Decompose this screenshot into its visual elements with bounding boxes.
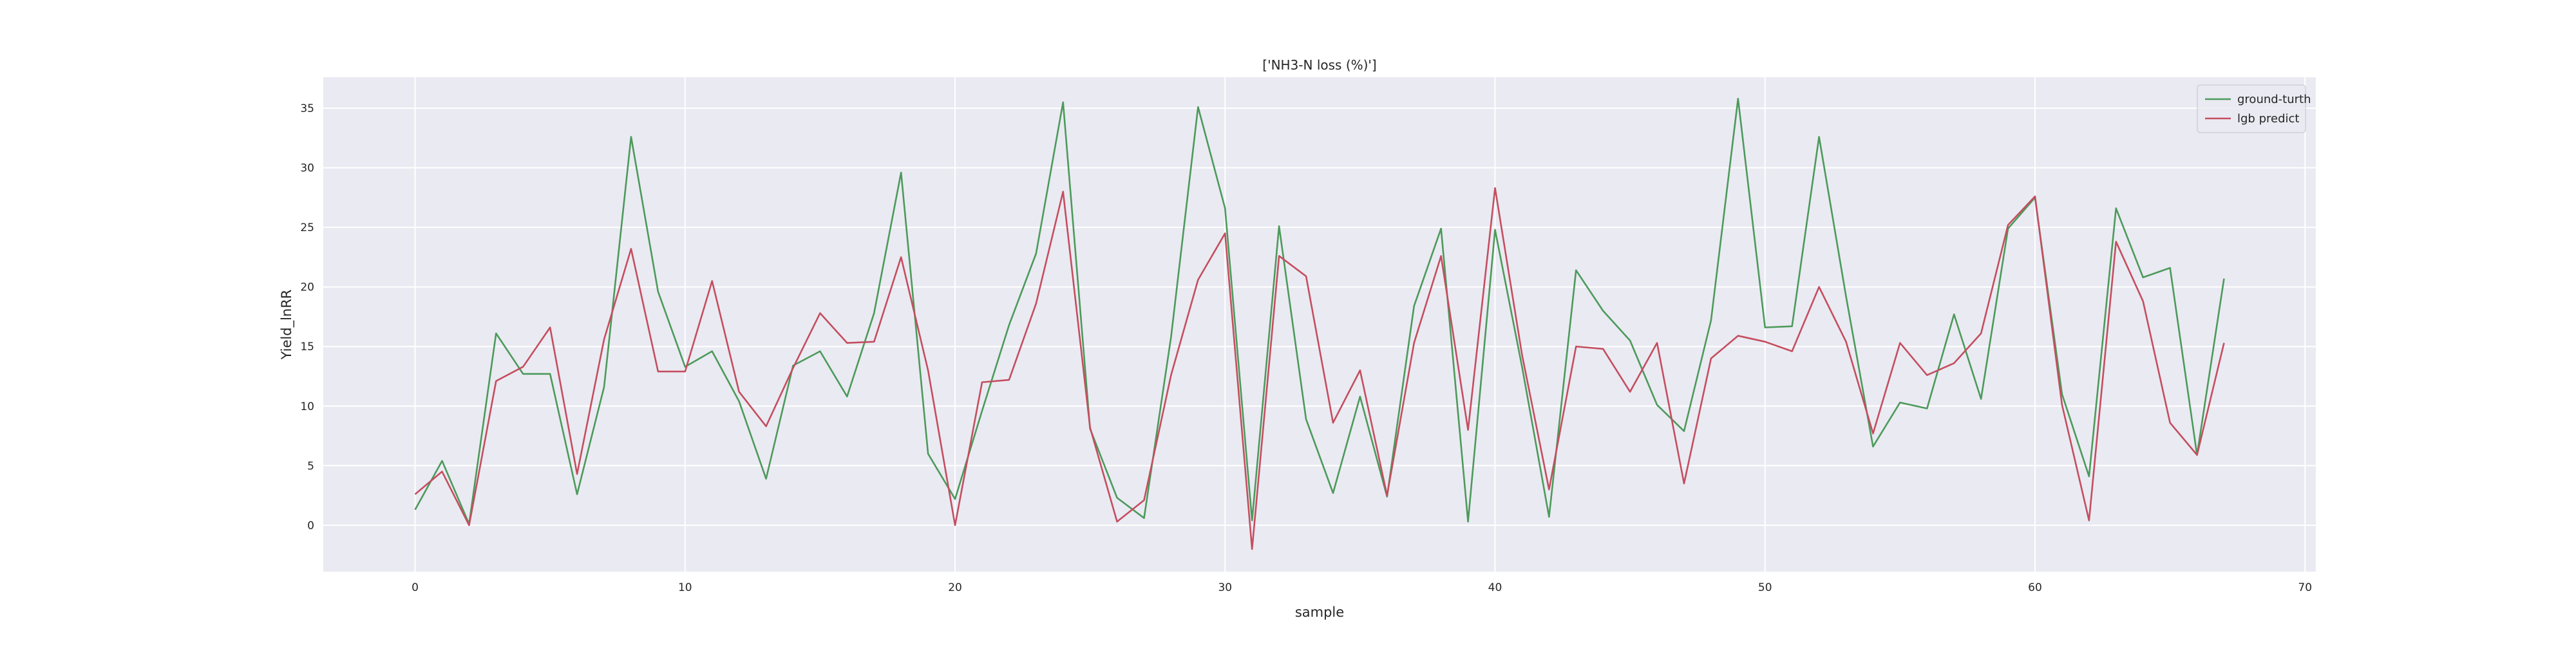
x-tick-label: 50	[1758, 581, 1772, 594]
x-tick-label: 0	[412, 581, 419, 594]
y-tick-label: 15	[300, 341, 314, 353]
grid	[323, 77, 2316, 572]
x-tick-label: 10	[678, 581, 692, 594]
legend-box	[2197, 84, 2306, 133]
x-tick-label: 30	[1218, 581, 1232, 594]
series-line-1	[414, 187, 2225, 550]
y-tick-label: 30	[300, 162, 314, 175]
y-tick-label: 35	[300, 102, 314, 115]
x-tick-label: 70	[2298, 581, 2312, 594]
axis-ticks: 0 10 20 30 40 50 60 70 0 5 10 15 20 25 30 35	[300, 102, 2312, 594]
series-lines	[414, 98, 2225, 550]
y-tick-label: 0	[307, 520, 314, 532]
y-tick-label: 25	[300, 221, 314, 234]
plot-area	[323, 77, 2316, 572]
y-tick-label: 10	[300, 400, 314, 413]
y-tick-label: 20	[300, 281, 314, 294]
y-tick-label: 5	[307, 460, 314, 473]
chart-title: ['NH3-N loss (%)']	[1262, 57, 1376, 73]
x-axis-label: sample	[1295, 605, 1344, 620]
legend: ground-turth lgb predict	[2197, 84, 2311, 133]
legend-label: lgb predict	[2237, 112, 2299, 126]
x-tick-label: 20	[948, 581, 962, 594]
y-axis-label: Yield_lnRR	[279, 290, 295, 361]
legend-label: ground-turth	[2237, 93, 2311, 106]
x-tick-label: 60	[2028, 581, 2042, 594]
x-tick-label: 40	[1488, 581, 1502, 594]
series-line-0	[414, 98, 2225, 525]
